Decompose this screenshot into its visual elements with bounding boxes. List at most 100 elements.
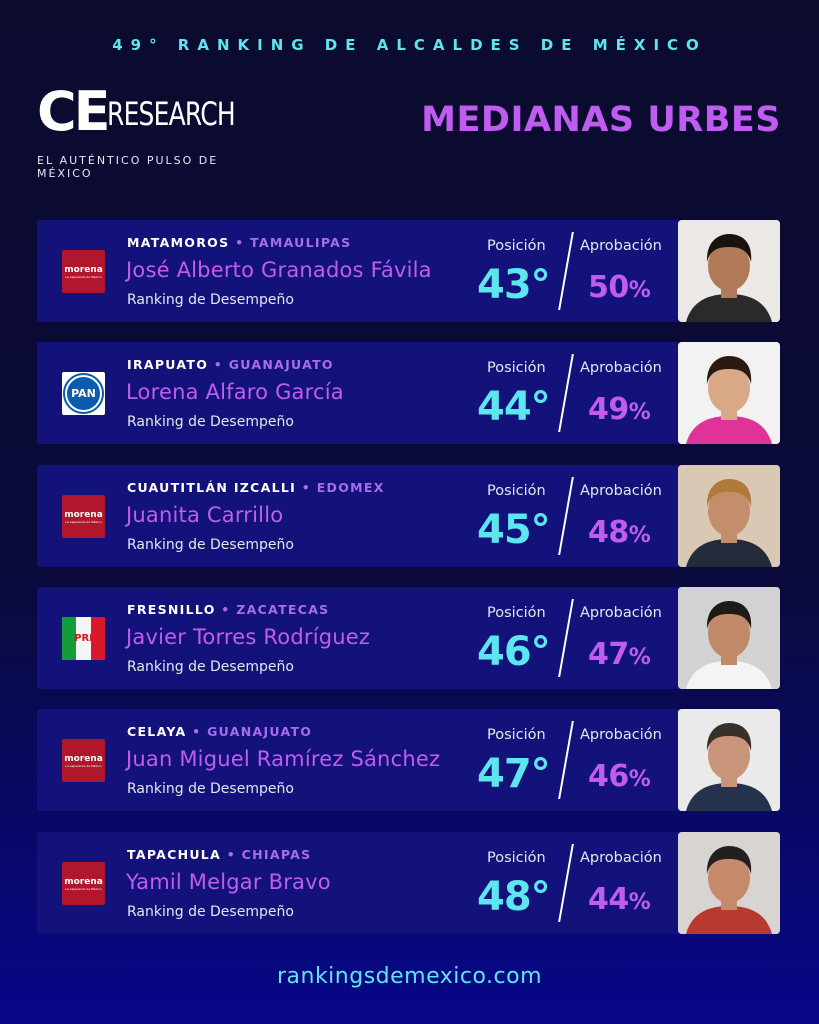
morena-logo-text: morena — [64, 753, 103, 764]
approval-label: Aprobación — [580, 483, 662, 499]
city-state: MATAMOROS • TAMAULIPAS — [127, 235, 351, 250]
city-state: IRAPUATO • GUANAJUATO — [127, 357, 334, 372]
state-name: GUANAJUATO — [228, 357, 334, 372]
position-value: 43° — [477, 262, 551, 308]
mayor-name: José Alberto Granados Fávila — [126, 258, 432, 282]
position-label: Posición — [487, 360, 546, 376]
approval-value: 47% — [588, 637, 651, 672]
mayor-card: PAN IRAPUATO • GUANAJUATO Lorena Alfaro Ga… — [37, 342, 780, 444]
pri-logo-text: PRI — [74, 617, 93, 660]
logo-tagline: EL AUTÉNTICO PULSO DE MÉXICO — [37, 154, 219, 180]
city-name: CELAYA — [127, 724, 187, 739]
approval-number: 50 — [588, 270, 629, 305]
city-state: CELAYA • GUANAJUATO — [127, 724, 312, 739]
mayor-name: Yamil Melgar Bravo — [126, 870, 331, 894]
mayor-name: Juan Miguel Ramírez Sánchez — [126, 747, 441, 771]
city-name: MATAMOROS — [127, 235, 230, 250]
section-title: MEDIANAS URBES — [421, 100, 781, 140]
mayor-photo — [678, 709, 780, 811]
percent-sign: % — [628, 523, 651, 548]
mayor-card: morena La esperanza de México MATAMOROS • … — [37, 220, 780, 322]
approval-number: 49 — [588, 392, 629, 427]
morena-logo-text: morena — [64, 264, 103, 275]
mayor-name: Lorena Alfaro García — [126, 380, 344, 404]
position-value: 48° — [477, 874, 551, 920]
separator-dot: • — [221, 602, 231, 617]
morena-logo-text: morena — [64, 509, 103, 520]
position-label: Posición — [487, 727, 546, 743]
mayor-card: morena La esperanza de México CUAUTITLÁN I… — [37, 465, 780, 567]
percent-sign: % — [628, 645, 651, 670]
mayor-photo — [678, 587, 780, 689]
state-name: CHIAPAS — [241, 847, 312, 862]
approval-label: Aprobación — [580, 727, 662, 743]
morena-logo: morena La esperanza de México — [62, 495, 105, 538]
divider — [558, 232, 574, 310]
morena-logo-text: morena — [64, 876, 103, 887]
morena-logo-subtext: La esperanza de México — [65, 274, 102, 279]
position-label: Posición — [487, 483, 546, 499]
city-state: CUAUTITLÁN IZCALLI • EDOMEX — [127, 480, 385, 495]
morena-logo: morena La esperanza de México — [62, 862, 105, 905]
ranking-label: Ranking de Desempeño — [127, 904, 294, 920]
logo-ce-text: CE — [37, 80, 111, 143]
mayor-photo — [678, 832, 780, 934]
percent-sign: % — [628, 278, 651, 303]
position-label: Posición — [487, 605, 546, 621]
ranking-label: Ranking de Desempeño — [127, 537, 294, 553]
top-title: 49° RANKING DE ALCALDES DE MÉXICO — [112, 36, 707, 54]
position-value: 46° — [477, 629, 551, 675]
divider — [558, 477, 574, 555]
approval-value: 46% — [588, 759, 651, 794]
divider — [558, 599, 574, 677]
percent-sign: % — [628, 400, 651, 425]
ranking-label: Ranking de Desempeño — [127, 781, 294, 797]
city-name: CUAUTITLÁN IZCALLI — [127, 480, 297, 495]
position-value: 45° — [477, 507, 551, 553]
approval-value: 44% — [588, 882, 651, 917]
position-label: Posición — [487, 850, 546, 866]
approval-label: Aprobación — [580, 238, 662, 254]
ranking-label: Ranking de Desempeño — [127, 292, 294, 308]
city-name: FRESNILLO — [127, 602, 216, 617]
approval-number: 44 — [588, 882, 629, 917]
morena-logo: morena La esperanza de México — [62, 250, 105, 293]
separator-dot: • — [235, 235, 245, 250]
divider — [558, 721, 574, 799]
city-name: IRAPUATO — [127, 357, 209, 372]
position-value: 44° — [477, 384, 551, 430]
percent-sign: % — [628, 767, 651, 792]
logo-research-text: RESEARCH — [107, 95, 236, 133]
approval-value: 50% — [588, 270, 651, 305]
approval-label: Aprobación — [580, 360, 662, 376]
pan-logo-text: PAN — [71, 387, 96, 400]
mayor-card: PRI FRESNILLO • ZACATECAS Javier Torres Ro… — [37, 587, 780, 689]
ranking-label: Ranking de Desempeño — [127, 659, 294, 675]
ranking-label: Ranking de Desempeño — [127, 414, 294, 430]
morena-logo-subtext: La esperanza de México — [65, 519, 102, 524]
separator-dot: • — [226, 847, 236, 862]
divider — [558, 844, 574, 922]
pan-logo: PAN — [62, 372, 105, 415]
morena-logo-subtext: La esperanza de México — [65, 763, 102, 768]
city-state: FRESNILLO • ZACATECAS — [127, 602, 329, 617]
state-name: ZACATECAS — [236, 602, 330, 617]
approval-label: Aprobación — [580, 605, 662, 621]
state-name: GUANAJUATO — [207, 724, 313, 739]
approval-number: 47 — [588, 637, 629, 672]
mayor-photo — [678, 220, 780, 322]
position-value: 47° — [477, 751, 551, 797]
percent-sign: % — [628, 890, 651, 915]
footer-url[interactable]: rankingsdemexico.com — [276, 964, 543, 989]
separator-dot: • — [301, 480, 312, 495]
city-name: TAPACHULA — [127, 847, 222, 862]
position-label: Posición — [487, 238, 546, 254]
mayor-name: Javier Torres Rodríguez — [126, 625, 371, 649]
approval-value: 48% — [588, 515, 651, 550]
separator-dot: • — [192, 724, 202, 739]
approval-number: 48 — [588, 515, 629, 550]
mayor-photo — [678, 342, 780, 444]
mayor-photo — [678, 465, 780, 567]
approval-number: 46 — [588, 759, 629, 794]
separator-dot: • — [213, 357, 224, 372]
